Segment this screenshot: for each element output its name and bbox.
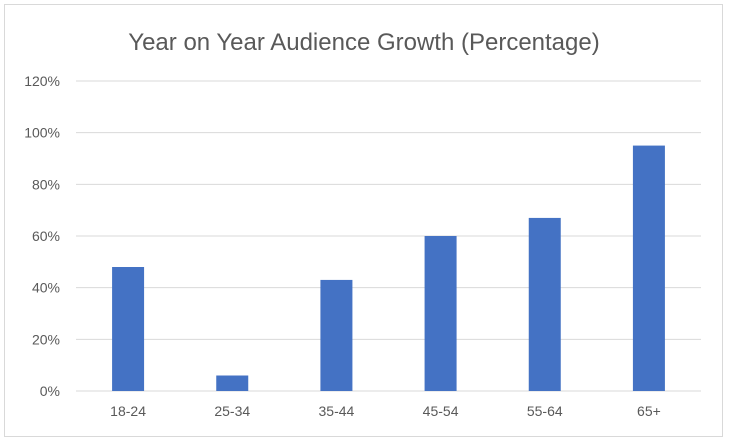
bar-55-64	[528, 217, 561, 391]
x-tick-label: 65+	[637, 403, 661, 419]
bars	[112, 145, 665, 391]
bar-35-44	[320, 279, 353, 391]
y-axis-ticks: 0% 20% 40% 60% 80% 100% 120%	[24, 73, 60, 399]
x-tick-label: 35-44	[319, 403, 355, 419]
y-tick-label: 40%	[32, 280, 60, 296]
gridlines	[76, 80, 701, 392]
x-tick-label: 25-34	[214, 403, 250, 419]
bar-45-54	[424, 236, 457, 391]
chart-title: Year on Year Audience Growth (Percentage…	[128, 29, 599, 56]
y-tick-label: 80%	[32, 176, 60, 192]
x-axis-ticks: 18-24 25-34 35-44 45-54 55-64 65+	[110, 403, 661, 419]
y-tick-label: 0%	[40, 383, 60, 399]
y-tick-label: 120%	[24, 73, 60, 89]
x-tick-label: 55-64	[527, 403, 563, 419]
bar-25-34	[216, 375, 249, 391]
bar-18-24	[112, 267, 145, 391]
x-tick-label: 45-54	[423, 403, 459, 419]
x-tick-label: 18-24	[110, 403, 146, 419]
y-tick-label: 100%	[24, 125, 60, 141]
bar-65+	[632, 145, 665, 391]
y-tick-label: 60%	[32, 228, 60, 244]
y-tick-label: 20%	[32, 331, 60, 347]
